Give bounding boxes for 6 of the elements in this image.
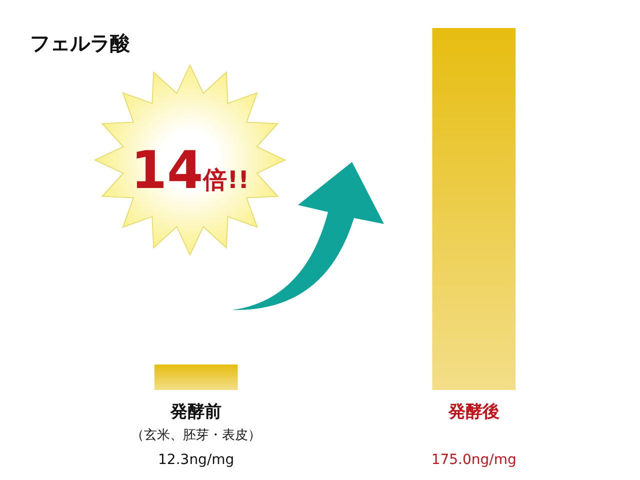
x-tick-label: 発酵後 bbox=[447, 402, 500, 422]
annotation: 14倍!! bbox=[130, 141, 250, 201]
data-label: 175.0ng/mg bbox=[431, 452, 516, 468]
data-label: 12.3ng/mg bbox=[158, 452, 234, 468]
x-tick-label: 発酵前（玄米、胚芽・表皮） bbox=[131, 402, 262, 443]
chart-title: フェルラ酸 bbox=[30, 31, 131, 55]
